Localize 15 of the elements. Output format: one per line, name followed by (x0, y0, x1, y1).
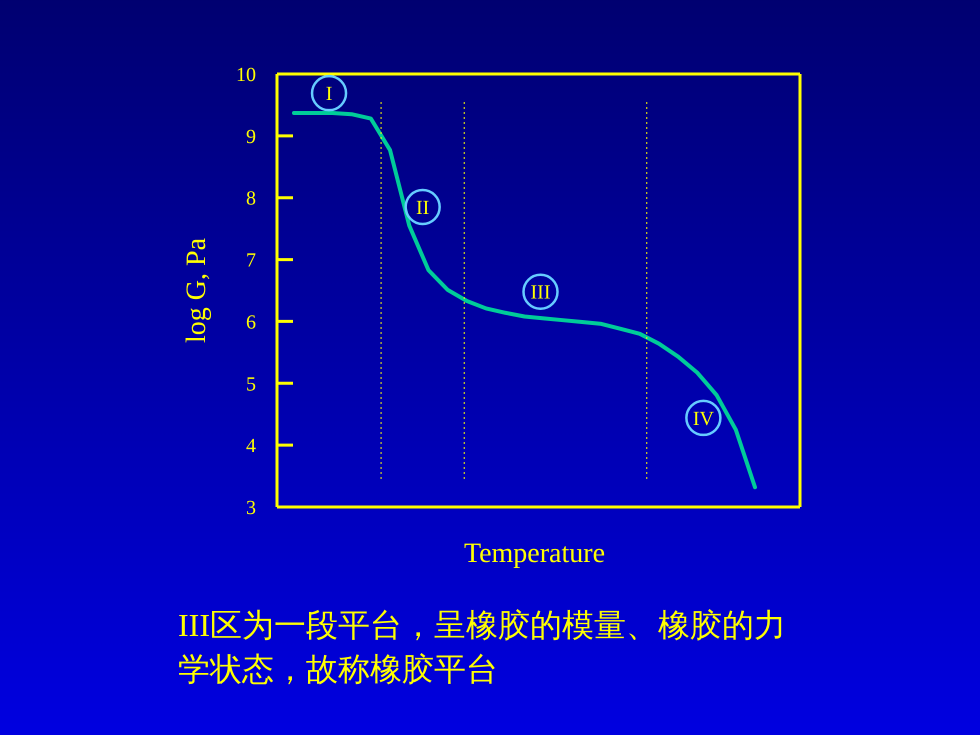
annotation: I (326, 83, 332, 106)
y-tick-label: 7 (246, 250, 256, 272)
y-axis-title: log G, Pa (181, 237, 212, 343)
y-tick-label: 9 (246, 126, 256, 148)
annotation: IV (692, 408, 714, 430)
x-axis-title: Temperature (464, 538, 606, 569)
y-tick-label: 6 (246, 311, 256, 334)
text: III区为一段平台，呈橡胶的模量、橡胶的力学状态，故称橡胶平台 (178, 607, 786, 687)
y-tick-label: 10 (236, 64, 256, 86)
y-tick-label: 3 (246, 497, 256, 519)
y-tick-label: 4 (246, 435, 256, 458)
annotation: II (416, 196, 430, 219)
y-tick-label: 8 (246, 188, 256, 210)
annotation: III (530, 282, 550, 304)
y-tick-label: 5 (246, 373, 256, 396)
